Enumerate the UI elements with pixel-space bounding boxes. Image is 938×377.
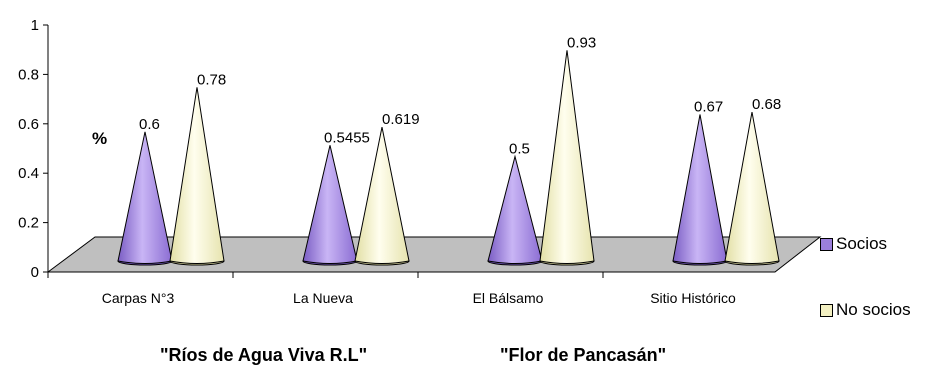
legend-item-no-socios: No socios	[820, 300, 911, 320]
cone-no-socios	[539, 50, 595, 266]
legend-swatch-socios	[820, 237, 833, 251]
x-tick-label: La Nueva	[293, 290, 353, 306]
chart-floor	[46, 236, 822, 273]
data-label-socios: 0.6	[139, 116, 160, 133]
y-tick-label: 0	[31, 264, 39, 281]
data-label-socios: 0.5455	[324, 129, 370, 146]
cone-socios	[117, 131, 173, 266]
cone-no-socios	[724, 111, 780, 266]
cone-no-socios	[354, 127, 410, 266]
legend-swatch-no-socios	[820, 303, 833, 317]
data-label-socios: 0.5	[509, 141, 530, 158]
cone-no-socios	[169, 87, 225, 266]
y-axis-label: %	[92, 129, 107, 148]
cone-socios	[487, 154, 543, 266]
y-tick-label: 0.2	[18, 215, 39, 232]
y-tick-label: 1	[31, 17, 39, 34]
x-tick-label: El Bálsamo	[473, 290, 544, 306]
y-tick-label: 0.6	[18, 116, 39, 133]
x-tick-label: Sitio Histórico	[650, 290, 736, 306]
legend-item-socios: Socios	[820, 234, 887, 254]
cone-socios	[302, 145, 358, 266]
data-label-no-socios: 0.93	[567, 34, 596, 51]
data-label-socios: 0.67	[694, 99, 723, 116]
x-tick-label: Carpas N°3	[102, 290, 175, 306]
group-caption-rios: "Ríos de Agua Viva R.L"	[160, 345, 368, 365]
data-label-no-socios: 0.78	[197, 71, 226, 88]
legend-label-no-socios: No socios	[836, 300, 911, 319]
legend-label-socios: Socios	[836, 234, 888, 253]
y-tick-label: 0.4	[18, 165, 39, 182]
cone-socios	[672, 114, 728, 266]
data-label-no-socios: 0.68	[752, 96, 781, 113]
y-tick-label: 0.8	[18, 66, 39, 83]
data-label-no-socios: 0.619	[382, 111, 420, 128]
group-caption-flor: "Flor de Pancasán"	[500, 345, 667, 365]
